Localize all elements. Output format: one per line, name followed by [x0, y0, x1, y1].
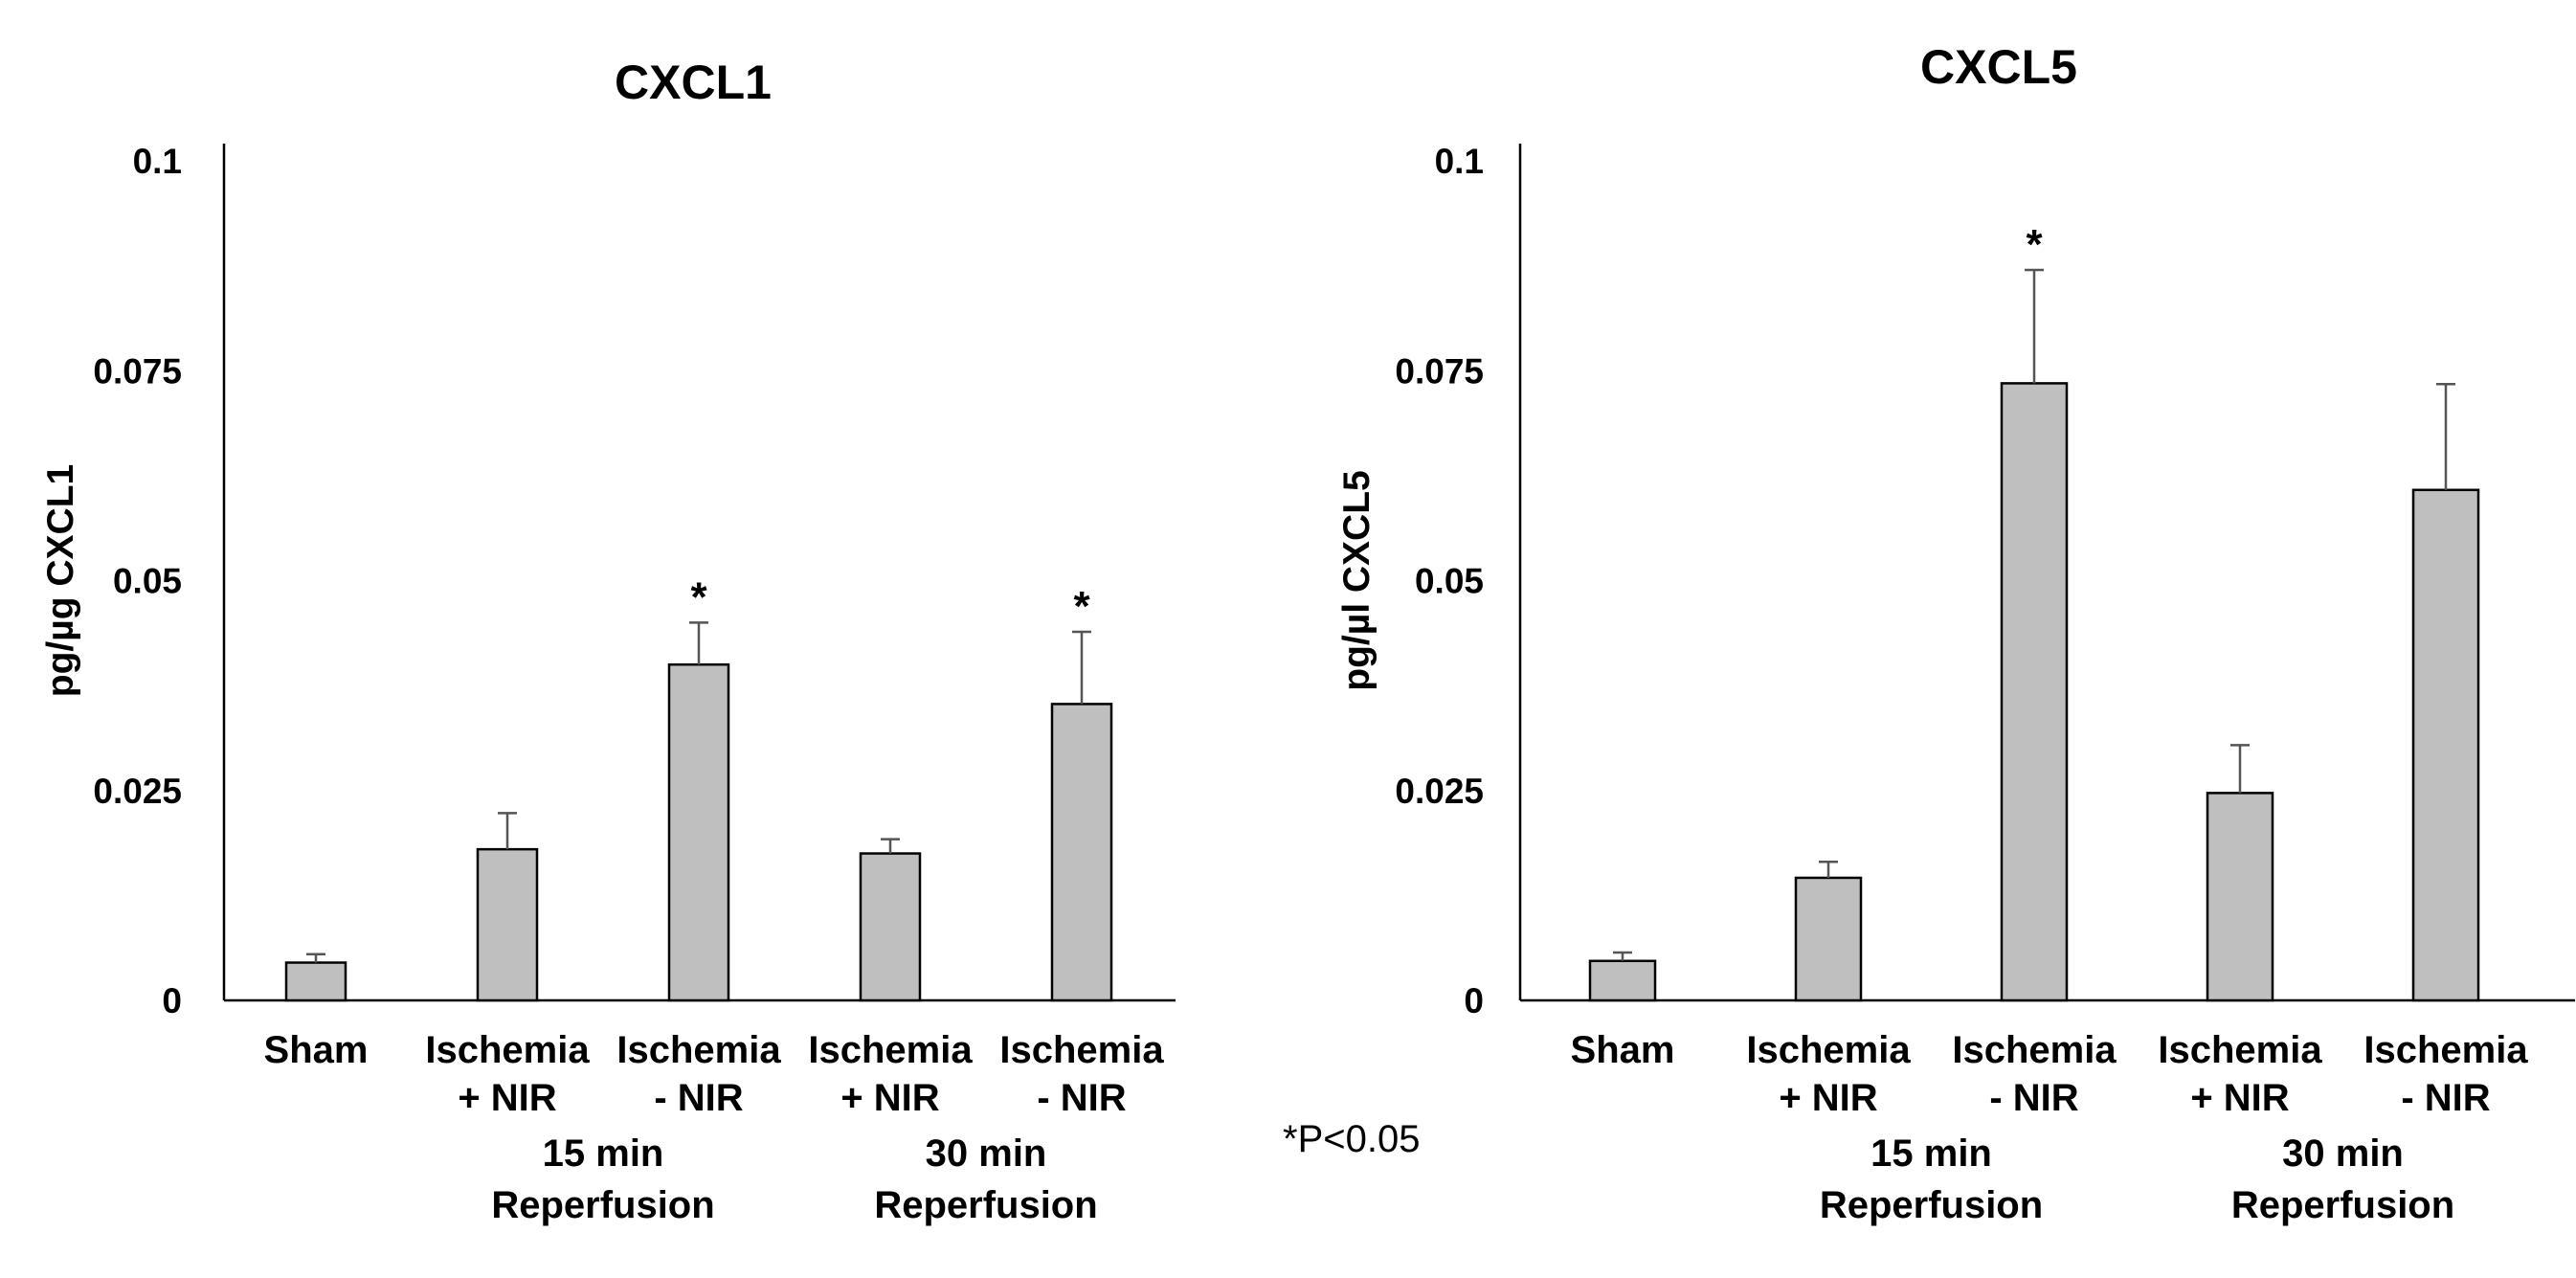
group-label: 15 min [543, 1132, 664, 1175]
bar [667, 662, 730, 1002]
bar [476, 847, 539, 1002]
significance-marker: * [2026, 221, 2043, 268]
category-label: Ischemia [1746, 1029, 1911, 1071]
category-label: Ischemia [2158, 1029, 2322, 1071]
y-tick-label: 0.05 [1415, 562, 1484, 601]
significance-marker: * [690, 573, 707, 620]
category-label: Ischemia [999, 1029, 1164, 1071]
category-label: Ischemia [1952, 1029, 2117, 1071]
category-label: Ischemia [2363, 1029, 2528, 1071]
category-label: - NIR [654, 1077, 743, 1119]
bar [1794, 876, 1863, 1002]
group-label: 30 min [926, 1132, 1047, 1175]
category-label: Ischemia [616, 1029, 781, 1071]
group-label: 15 min [1870, 1132, 1992, 1175]
category-label: + NIR [840, 1077, 939, 1119]
bar [2206, 792, 2274, 1002]
bar [1588, 959, 1657, 1002]
category-label: + NIR [1779, 1077, 1877, 1119]
category-label: - NIR [1037, 1077, 1126, 1119]
y-axis-label: pg/µl CXCL5 [1336, 470, 1378, 690]
group-label: 30 min [2282, 1132, 2404, 1175]
chart-cxcl5: CXCL5 pg/µl CXCL5 0 0.025 0.05 0.075 0.1 Sham Is… [1336, 40, 2575, 1226]
category-label: Ischemia [808, 1029, 973, 1071]
y-tick-label: 0.025 [93, 772, 182, 811]
y-tick-label: 0.05 [113, 562, 182, 601]
chart-title: CXCL1 [615, 56, 772, 109]
y-tick-label: 0.075 [93, 351, 182, 391]
chart-cxcl1: CXCL1 pg/µg CXCL1 0 0.025 0.05 0.075 0.1 Sham Is… [40, 56, 1176, 1226]
group-label: Reperfusion [491, 1184, 714, 1226]
bar [1050, 703, 1113, 1002]
group-label: Reperfusion [1820, 1184, 2043, 1226]
category-label: Ischemia [425, 1029, 590, 1071]
significance-marker: * [1073, 583, 1090, 630]
group-label: Reperfusion [2231, 1184, 2454, 1226]
category-label: Sham [1571, 1029, 1675, 1071]
group-label: Reperfusion [874, 1184, 1097, 1226]
y-tick-label: 0 [162, 981, 182, 1020]
bar [2411, 488, 2480, 1002]
y-tick-label: 0.025 [1395, 772, 1484, 811]
y-tick-label: 0.1 [1435, 142, 1484, 181]
y-tick-label: 0.075 [1395, 351, 1484, 391]
y-axis-label: pg/µg CXCL1 [40, 464, 81, 697]
category-label: + NIR [2190, 1077, 2289, 1119]
y-tick-label: 0.1 [133, 142, 182, 181]
significance-footnote: *P<0.05 [1283, 1118, 1420, 1160]
bar [284, 961, 347, 1002]
category-label: - NIR [1989, 1077, 2078, 1119]
bar [859, 852, 922, 1002]
y-tick-label: 0 [1464, 981, 1484, 1020]
chart-title: CXCL5 [1920, 40, 2077, 94]
bar [2000, 382, 2069, 1002]
category-label: - NIR [2401, 1077, 2490, 1119]
category-label: + NIR [458, 1077, 556, 1119]
category-label: Sham [264, 1029, 369, 1071]
